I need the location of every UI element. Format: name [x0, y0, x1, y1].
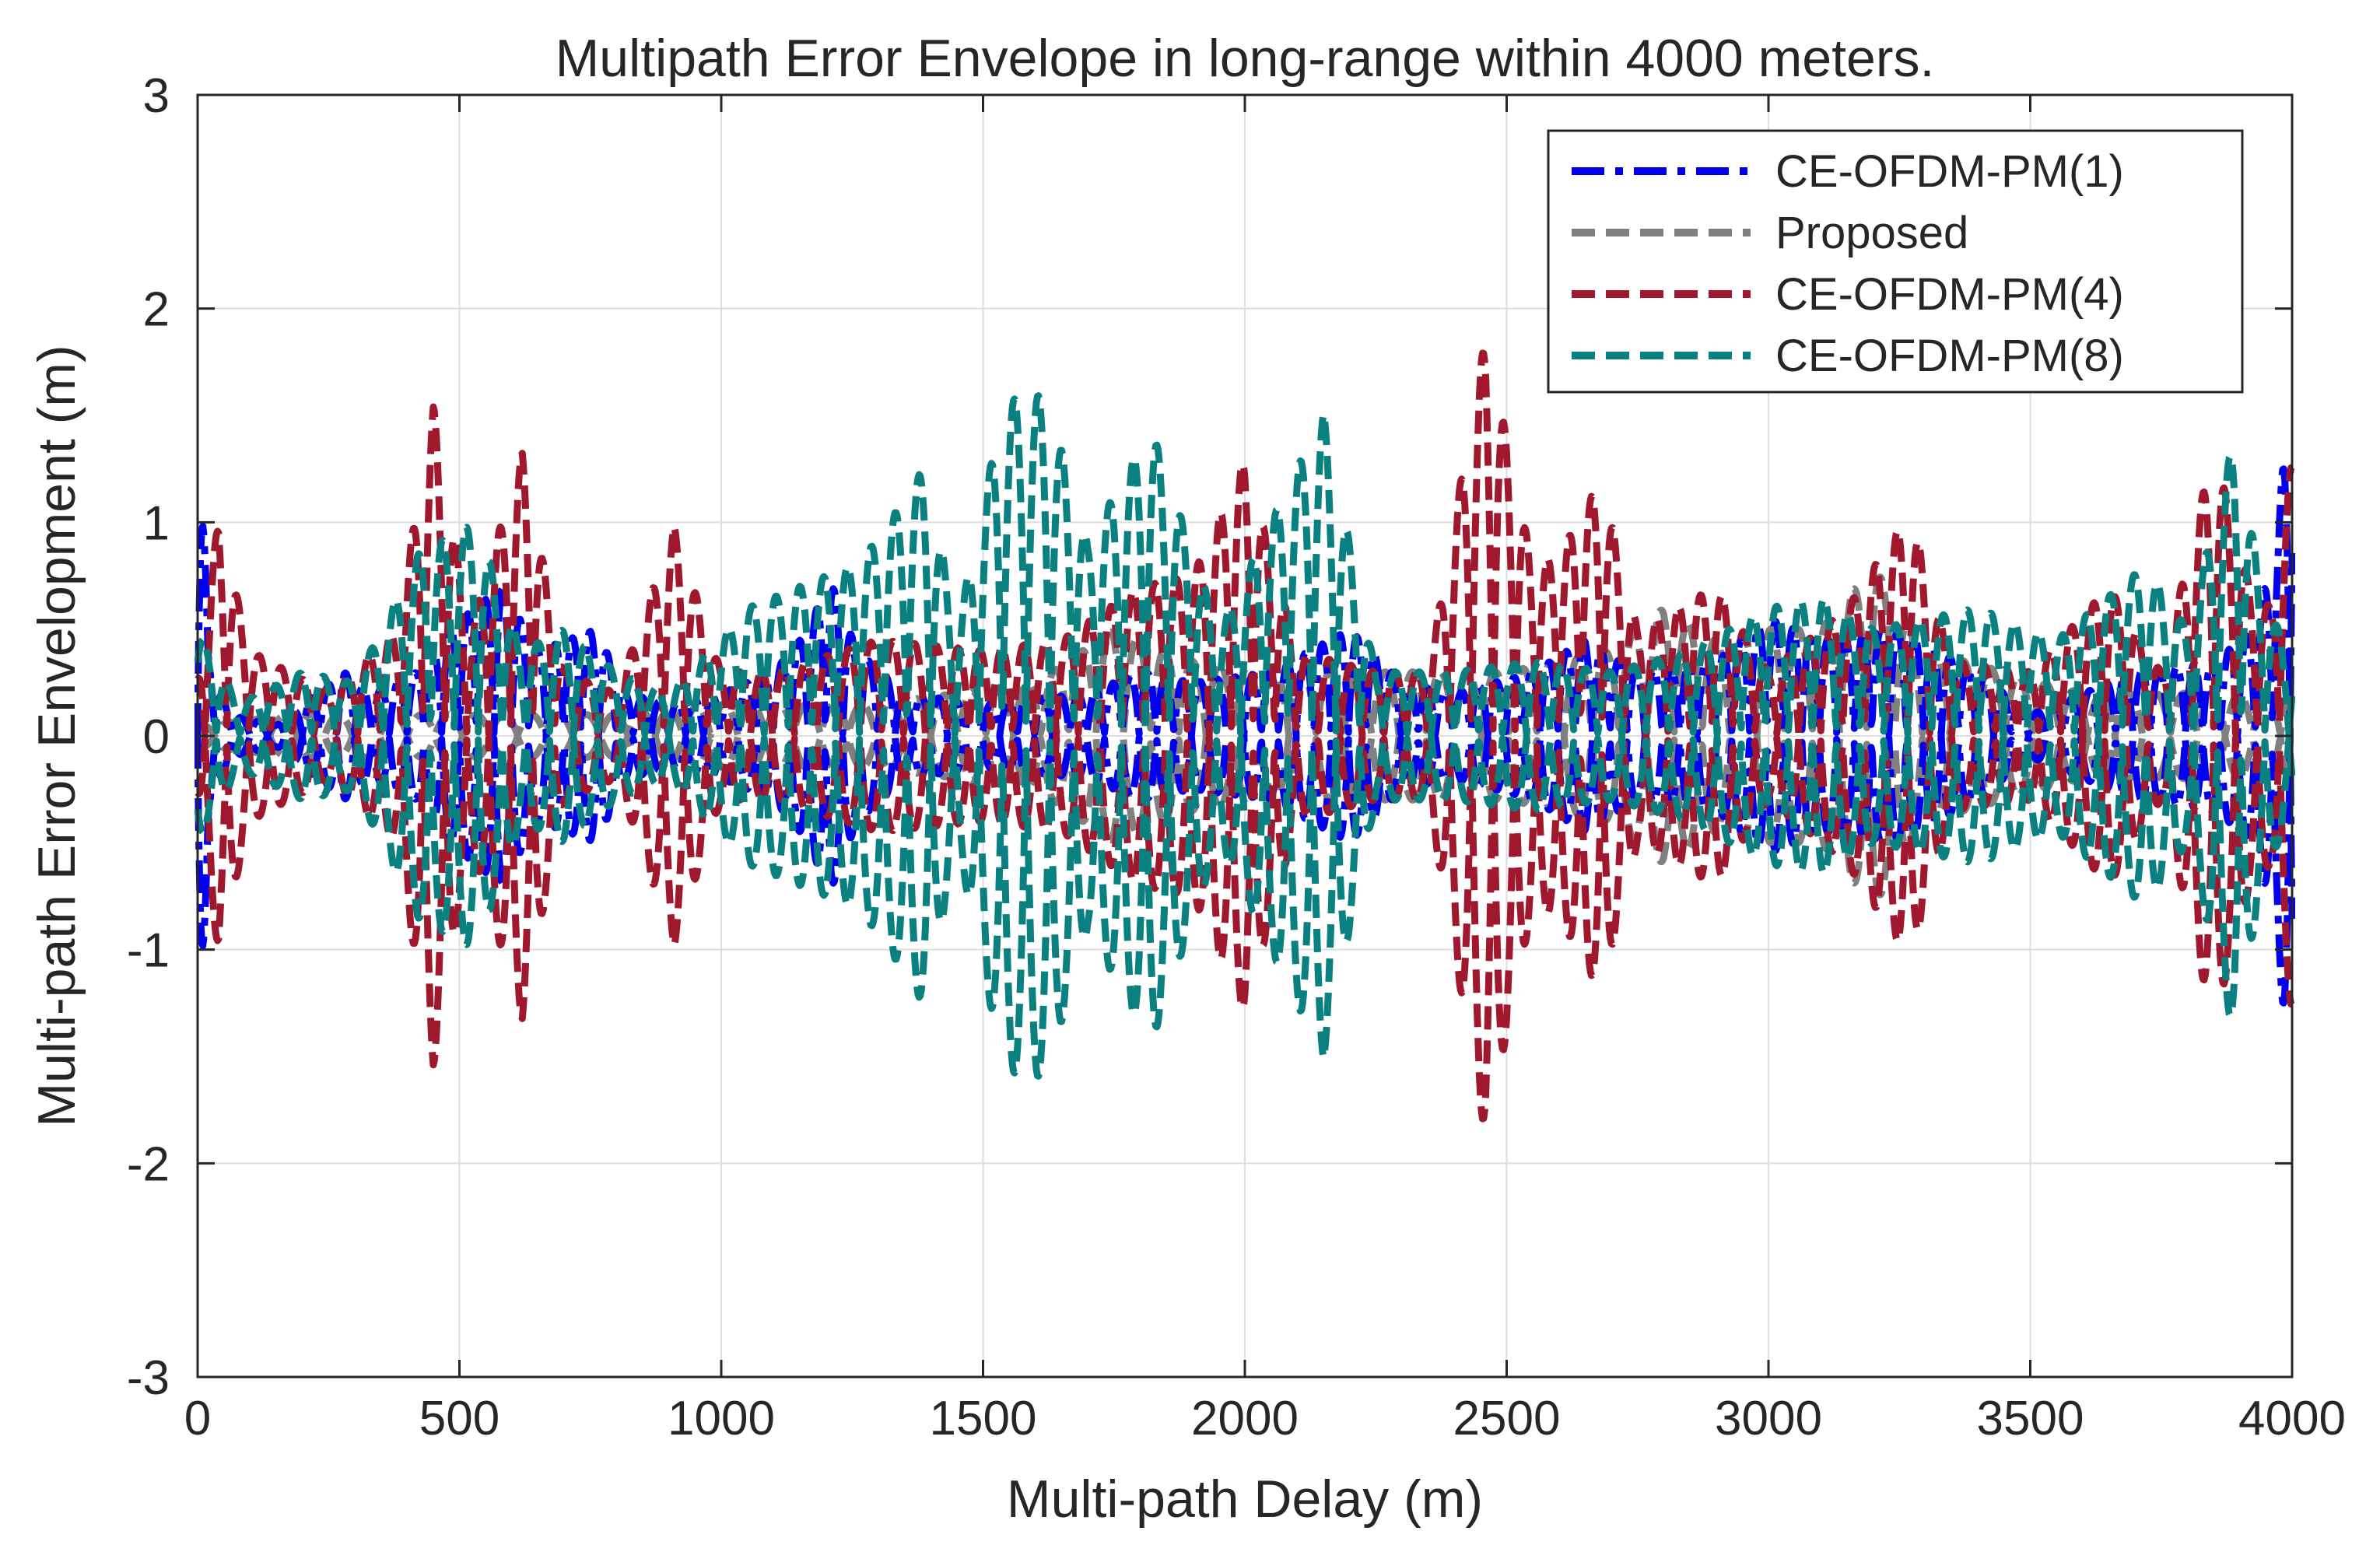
- y-tick-label: 3: [143, 69, 170, 123]
- x-tick-label: 500: [419, 1392, 499, 1445]
- series-line-0-lower: [195, 732, 2295, 1007]
- chart-title: Multipath Error Envelope in long-range w…: [556, 29, 1935, 88]
- axis-ticks: 0 500 1000 1500 2000 2500 3000 3500 4000 -3 -2 -1 0 1…: [127, 69, 2346, 1445]
- x-tick-label: 3000: [1715, 1392, 1822, 1445]
- x-tick-label: 2000: [1191, 1392, 1299, 1445]
- x-axis-label: Multi-path Delay (m): [1007, 1470, 1483, 1529]
- y-tick-label: -2: [127, 1137, 170, 1191]
- series-line-3-upper: [195, 392, 2295, 739]
- legend-label-1: Proposed: [1775, 208, 1968, 258]
- x-tick-label: 0: [184, 1392, 211, 1445]
- x-tick-label: 1000: [668, 1392, 775, 1445]
- series-line-0-upper: [195, 465, 2295, 740]
- x-tick-label: 2500: [1453, 1392, 1561, 1445]
- legend-label-0: CE-OFDM-PM(1): [1775, 146, 2124, 197]
- legend-label-2: CE-OFDM-PM(4): [1775, 269, 2124, 320]
- series-line-3-lower: [195, 733, 2295, 1080]
- y-tick-label: 1: [143, 496, 170, 550]
- x-tick-label: 1500: [930, 1392, 1037, 1445]
- series-line-2-upper: [195, 349, 2295, 740]
- x-tick-label: 3500: [1977, 1392, 2084, 1445]
- legend: CE-OFDM-PM(1) Proposed CE-OFDM-PM(4) CE-OFD…: [1547, 129, 2244, 394]
- series-lines: [195, 349, 2295, 1123]
- series-line-2-lower: [195, 732, 2295, 1123]
- legend-label-3: CE-OFDM-PM(8): [1775, 331, 2124, 381]
- y-tick-label: 0: [143, 710, 170, 764]
- y-axis-label: Multi-path Error Envelopment (m): [27, 345, 86, 1126]
- y-tick-label: -3: [127, 1351, 170, 1405]
- x-tick-label: 4000: [2238, 1392, 2346, 1445]
- y-tick-label: 2: [143, 283, 170, 337]
- y-tick-label: -1: [127, 924, 170, 978]
